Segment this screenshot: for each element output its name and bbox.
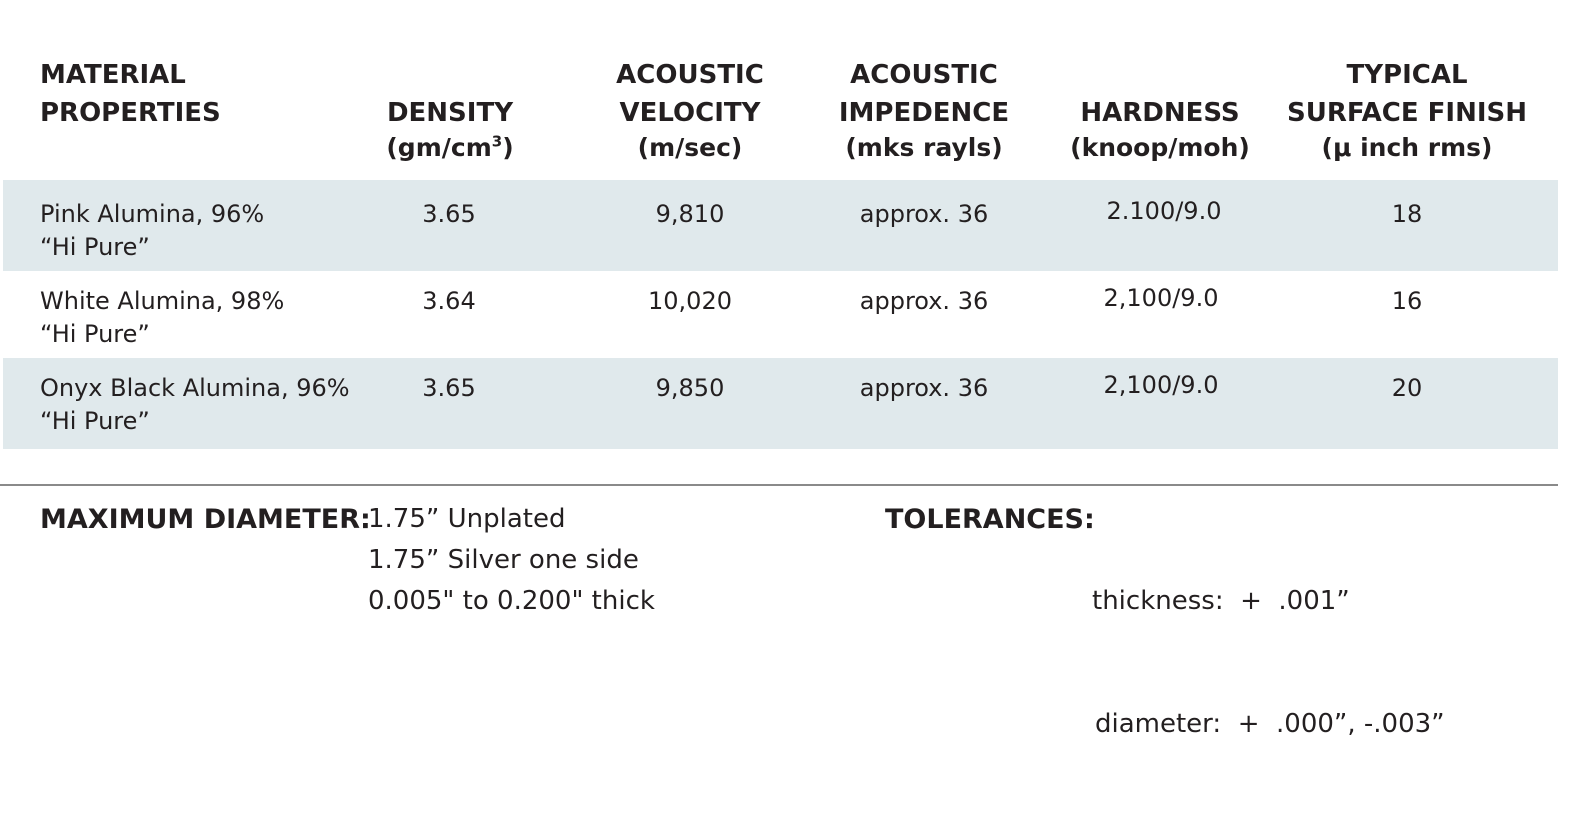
finish-value: 16 — [1391, 287, 1423, 315]
header-material-line-1: MATERIAL — [40, 60, 186, 90]
material-name-line-2: “Hi Pure” — [40, 233, 150, 261]
header-typical-surface-finish: TYPICAL SURFACE FINISH (μ inch rms) — [1287, 56, 1527, 164]
header-hardness: HARDNESS (knoop/moh) — [1060, 94, 1260, 164]
header-velocity-unit: (m/sec) — [637, 133, 743, 162]
tolerances-label: TOLERANCES: — [885, 504, 1095, 535]
header-impedence-line-2: IMPEDENCE — [838, 98, 1010, 128]
table-row: White Alumina, 98% “Hi Pure” 3.64 10,020… — [3, 271, 1558, 358]
material-name-line-1: White Alumina, 98% — [40, 287, 285, 315]
material-name-line-1: Onyx Black Alumina, 96% — [40, 374, 350, 402]
tolerance-thickness: thickness: + .001” — [1092, 586, 1350, 616]
material-name-line-2: “Hi Pure” — [40, 320, 150, 348]
header-impedence-line-1: ACOUSTIC — [850, 60, 998, 90]
section-divider — [0, 484, 1558, 486]
max-diameter-value-3: 0.005" to 0.200" thick — [368, 586, 655, 616]
material-name-line-1: Pink Alumina, 96% — [40, 200, 265, 228]
max-diameter-value-1: 1.75” Unplated — [368, 504, 566, 534]
header-acoustic-velocity: ACOUSTIC VELOCITY (m/sec) — [600, 56, 780, 164]
header-hardness-unit: (knoop/moh) — [1070, 133, 1250, 162]
header-velocity-line-2: VELOCITY — [619, 98, 761, 128]
tolerance-diameter: diameter: + .000”, -.003” — [1095, 709, 1445, 739]
hardness-value: 2.100/9.0 — [1106, 197, 1222, 225]
hardness-value: 2,100/9.0 — [1103, 371, 1219, 399]
velocity-value: 10,020 — [648, 287, 732, 315]
density-value: 3.65 — [422, 374, 476, 402]
max-diameter-value-2: 1.75” Silver one side — [368, 545, 639, 575]
density-value: 3.65 — [422, 200, 476, 228]
finish-value: 18 — [1391, 200, 1423, 228]
finish-value: 20 — [1391, 374, 1423, 402]
max-diameter-values: 1.75” Unplated 1.75” Silver one side 0.0… — [368, 499, 655, 622]
header-impedence-unit: (mks rayls) — [845, 133, 1003, 162]
material-properties-sheet: MATERIAL PROPERTIES DENSITY (gm/cm3) ACO… — [0, 56, 1558, 739]
header-finish-line-1: TYPICAL — [1346, 60, 1468, 90]
impedence-value: approx. 36 — [859, 200, 989, 228]
header-finish-line-2: SURFACE FINISH — [1287, 98, 1528, 128]
impedence-value: approx. 36 — [859, 374, 989, 402]
header-material-line-2: PROPERTIES — [40, 98, 221, 128]
tolerances-values: thickness: + .001” diameter: + .000”, -.… — [1092, 499, 1445, 827]
table-row: Pink Alumina, 96% “Hi Pure” 3.65 9,810 a… — [3, 180, 1558, 271]
density-value: 3.64 — [422, 287, 476, 315]
header-velocity-line-1: ACOUSTIC — [616, 60, 764, 90]
header-acoustic-impedence: ACOUSTIC IMPEDENCE (mks rayls) — [829, 56, 1019, 164]
table-row: Onyx Black Alumina, 96% “Hi Pure” 3.65 9… — [3, 358, 1558, 449]
header-density-unit-end: ) — [502, 133, 514, 162]
header-density-unit-sup: 3 — [491, 132, 503, 151]
header-density-unit-base: (gm/cm — [386, 133, 492, 162]
material-name: White Alumina, 98% “Hi Pure” — [40, 285, 284, 351]
header-density: DENSITY (gm/cm3) — [372, 94, 528, 164]
hardness-value: 2,100/9.0 — [1103, 284, 1219, 312]
header-hardness-title: HARDNESS — [1080, 98, 1240, 128]
header-density-unit: (gm/cm3) — [372, 132, 528, 164]
header-material-properties: MATERIAL PROPERTIES — [40, 56, 221, 132]
velocity-value: 9,810 — [655, 200, 725, 228]
max-diameter-label: MAXIMUM DIAMETER: — [40, 504, 371, 535]
header-finish-unit: (μ inch rms) — [1321, 133, 1493, 162]
header-density-title: DENSITY — [386, 98, 514, 128]
material-name: Onyx Black Alumina, 96% “Hi Pure” — [40, 372, 350, 438]
material-name: Pink Alumina, 96% “Hi Pure” — [40, 198, 264, 264]
impedence-value: approx. 36 — [859, 287, 989, 315]
velocity-value: 9,850 — [655, 374, 725, 402]
material-name-line-2: “Hi Pure” — [40, 407, 150, 435]
